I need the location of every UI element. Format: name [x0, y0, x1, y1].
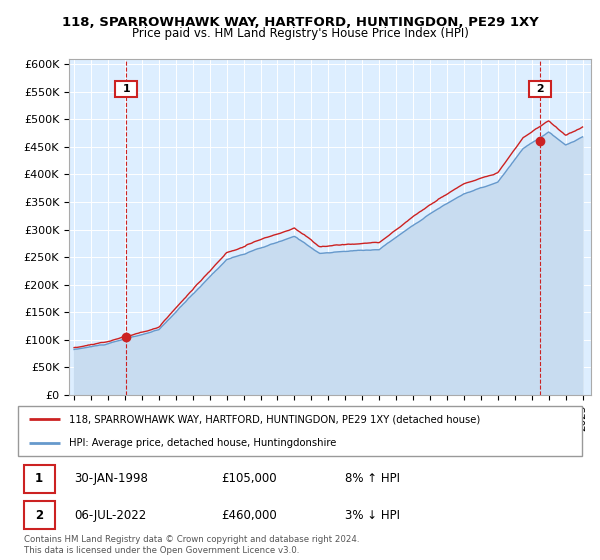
Text: 30-JAN-1998: 30-JAN-1998: [74, 472, 148, 486]
Text: 1: 1: [35, 472, 43, 486]
Text: HPI: Average price, detached house, Huntingdonshire: HPI: Average price, detached house, Hunt…: [69, 438, 336, 449]
Text: £105,000: £105,000: [221, 472, 277, 486]
Text: 2: 2: [533, 84, 548, 94]
Text: 06-JUL-2022: 06-JUL-2022: [74, 508, 146, 522]
FancyBboxPatch shape: [23, 501, 55, 529]
Text: 118, SPARROWHAWK WAY, HARTFORD, HUNTINGDON, PE29 1XY (detached house): 118, SPARROWHAWK WAY, HARTFORD, HUNTINGD…: [69, 414, 480, 424]
Text: 118, SPARROWHAWK WAY, HARTFORD, HUNTINGDON, PE29 1XY: 118, SPARROWHAWK WAY, HARTFORD, HUNTINGD…: [62, 16, 538, 29]
FancyBboxPatch shape: [23, 465, 55, 493]
Text: 3% ↓ HPI: 3% ↓ HPI: [345, 508, 400, 522]
Text: 1: 1: [119, 84, 134, 94]
FancyBboxPatch shape: [18, 406, 582, 456]
Text: Price paid vs. HM Land Registry's House Price Index (HPI): Price paid vs. HM Land Registry's House …: [131, 27, 469, 40]
Text: Contains HM Land Registry data © Crown copyright and database right 2024.
This d: Contains HM Land Registry data © Crown c…: [24, 535, 359, 555]
Text: £460,000: £460,000: [221, 508, 277, 522]
Text: 8% ↑ HPI: 8% ↑ HPI: [345, 472, 400, 486]
Text: 2: 2: [35, 508, 43, 522]
